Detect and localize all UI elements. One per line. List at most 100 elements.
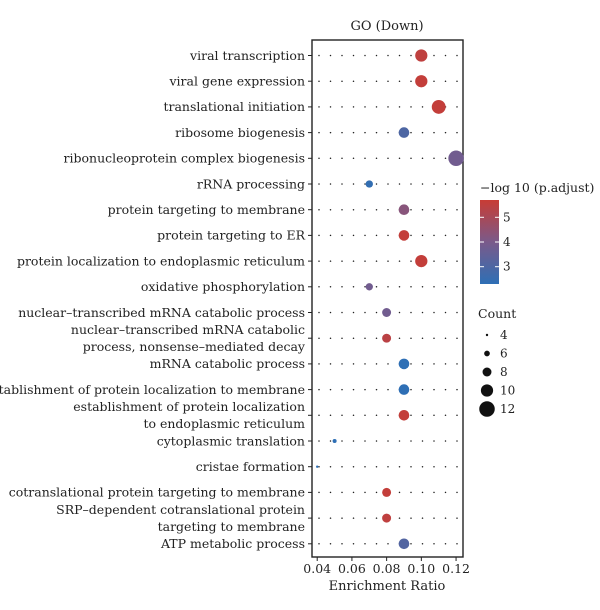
grid-dot xyxy=(375,363,378,365)
grid-dot xyxy=(375,337,378,339)
grid-dot xyxy=(318,388,320,391)
grid-dot xyxy=(433,183,435,185)
grid-dot xyxy=(318,465,320,468)
grid-dot xyxy=(456,234,458,237)
size-legend-label: 4 xyxy=(500,328,508,342)
grid-dot xyxy=(398,157,401,160)
grid-dot xyxy=(433,440,435,442)
grid-dot xyxy=(329,208,332,211)
grid-dot xyxy=(433,131,435,134)
grid-dot xyxy=(329,260,332,262)
grid-dot xyxy=(398,54,401,57)
grid-dot xyxy=(318,543,320,545)
color-legend-bar xyxy=(480,200,499,284)
color-legend-title: −log 10 (p.adjust) xyxy=(480,180,594,195)
grid-dot xyxy=(329,157,332,160)
grid-dot xyxy=(410,106,412,108)
grid-dot xyxy=(410,260,412,262)
y-tick-label: establishment of protein localization to… xyxy=(0,382,305,397)
y-tick-label: protein targeting to membrane xyxy=(108,202,305,217)
size-legend-items: 4 6 8 10 12 xyxy=(479,328,515,417)
data-point xyxy=(382,308,392,317)
grid-dot xyxy=(410,363,412,365)
data-point xyxy=(332,438,337,444)
grid-dot xyxy=(341,311,343,314)
grid-dot xyxy=(410,157,412,160)
size-legend-label: 12 xyxy=(500,402,515,416)
grid-dot xyxy=(410,80,412,82)
data-point xyxy=(398,358,410,370)
grid-dot xyxy=(375,80,378,82)
grid-dot xyxy=(329,234,332,237)
data-point xyxy=(398,127,410,138)
grid-dot xyxy=(318,517,320,519)
grid-dot xyxy=(364,286,366,288)
grid-dot xyxy=(398,440,401,442)
grid-dot xyxy=(456,131,458,134)
grid-dot xyxy=(456,208,458,211)
grid-dot xyxy=(329,465,332,468)
grid-dot xyxy=(341,234,343,237)
grid-dot xyxy=(433,80,435,82)
grid-dot xyxy=(352,80,355,82)
y-tick-label: cristae formation xyxy=(196,459,305,474)
grid-dot xyxy=(352,465,355,468)
grid-dot xyxy=(352,388,355,391)
grid-dot xyxy=(398,183,401,185)
data-point xyxy=(382,487,392,497)
data-points xyxy=(316,49,464,550)
color-legend-ticks: 5 4 3 xyxy=(480,210,511,274)
grid-dot xyxy=(364,543,366,545)
grid-dot xyxy=(444,414,447,417)
grid-dot xyxy=(410,414,412,417)
grid-dot xyxy=(341,131,343,134)
size-legend-dot xyxy=(479,401,495,417)
grid-dot xyxy=(341,414,343,417)
grid-dot xyxy=(433,414,435,417)
grid-dot xyxy=(341,183,343,185)
x-tick-label: 0.06 xyxy=(338,561,366,576)
grid-dot xyxy=(352,286,355,288)
grid-dot xyxy=(352,208,355,211)
y-tick-label: oxidative phosphorylation xyxy=(141,279,305,294)
grid-dot xyxy=(421,208,424,211)
grid-dot xyxy=(318,208,320,211)
y-tick-label: nuclear–transcribed mRNA catabolic proce… xyxy=(18,305,305,320)
size-legend-dot xyxy=(485,333,489,337)
data-point xyxy=(398,538,410,550)
grid-dot xyxy=(329,517,332,519)
grid-dot xyxy=(398,337,401,339)
grid-dot xyxy=(364,208,366,211)
grid-dot xyxy=(387,234,389,237)
grid-dot xyxy=(410,491,412,494)
grid-dot xyxy=(341,208,343,211)
size-legend-dot xyxy=(482,367,492,377)
grid-dot xyxy=(329,80,332,82)
data-point xyxy=(316,465,319,468)
grid-dot xyxy=(387,80,389,82)
grid-dot xyxy=(352,543,355,545)
y-tick-label: mRNA catabolic process xyxy=(150,356,305,371)
data-point xyxy=(448,150,464,167)
grid-dot xyxy=(421,517,424,519)
grid-dot xyxy=(456,286,458,288)
grid-dot xyxy=(433,491,435,494)
data-point xyxy=(398,410,410,421)
grid-dot xyxy=(375,131,378,134)
x-tick-label: 0.12 xyxy=(442,561,470,576)
grid-dot xyxy=(421,465,424,468)
grid-dot xyxy=(329,311,332,314)
grid-dot xyxy=(456,337,458,339)
grid-dot xyxy=(329,131,332,134)
grid-dot xyxy=(329,106,332,108)
grid-dot xyxy=(364,54,366,57)
data-point xyxy=(398,204,410,215)
data-point xyxy=(398,384,410,395)
grid-dot xyxy=(352,414,355,417)
grid-dot xyxy=(375,286,378,288)
grid-dot xyxy=(398,311,401,314)
grid-dot xyxy=(352,311,355,314)
data-point xyxy=(431,99,446,114)
grid-dot xyxy=(375,106,378,108)
grid-dot xyxy=(364,80,366,82)
